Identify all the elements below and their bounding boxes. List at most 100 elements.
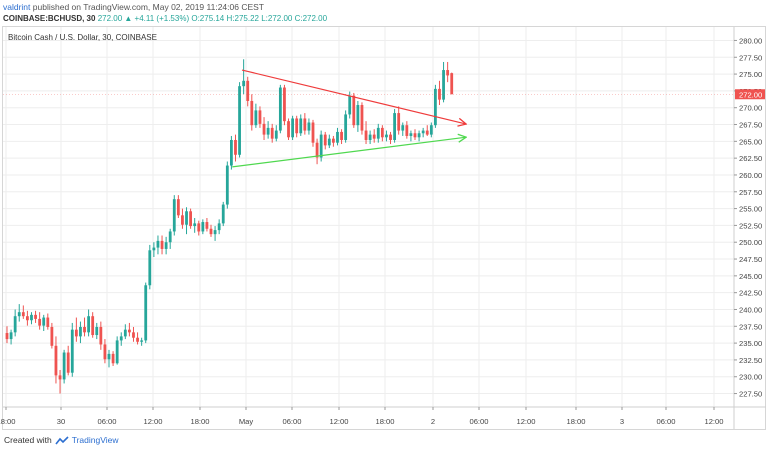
candle-body [385, 134, 388, 138]
time-tick-label: 06:00 [656, 417, 675, 426]
candle [91, 312, 95, 338]
symbol-interval: COINBASE:BCHUSD, 30 [3, 14, 96, 23]
candle-body [209, 228, 213, 235]
price-tick-label: 232.50 [739, 356, 762, 365]
time-tick-label: 30 [57, 417, 65, 426]
candle [185, 207, 188, 235]
candle [225, 161, 229, 209]
candle-body [217, 223, 221, 231]
candle-body [123, 329, 127, 337]
candle [201, 219, 205, 235]
candle-body [83, 326, 86, 333]
price-tick-label: 237.50 [739, 322, 762, 331]
candle-body [132, 332, 135, 338]
candle [380, 125, 384, 142]
candle [450, 72, 454, 95]
candle-body [17, 312, 21, 317]
candle-body [21, 312, 25, 317]
candle-body [9, 332, 13, 340]
candle [160, 235, 164, 255]
candle-body [156, 240, 160, 248]
time-tick-label: 12:00 [516, 417, 535, 426]
candle-body [176, 199, 180, 216]
candle [336, 127, 339, 146]
price-tick-label: 265.00 [739, 137, 762, 146]
candle-body [99, 326, 103, 345]
candle [409, 130, 413, 142]
candle [26, 310, 29, 326]
price-tick-label: 227.50 [739, 390, 762, 399]
candle [303, 113, 307, 135]
candle-body [95, 326, 99, 336]
tradingview-link[interactable]: TradingView [71, 435, 119, 445]
candle-body [434, 88, 437, 126]
candle-body [225, 165, 229, 205]
candle [128, 322, 131, 337]
time-tick-label: 06:00 [469, 417, 488, 426]
footer: Created with TradingView [4, 433, 119, 447]
candle-body [201, 222, 205, 232]
candle [87, 309, 90, 337]
candle [140, 337, 144, 346]
candle-body [148, 250, 152, 286]
candle [356, 100, 360, 132]
candle [278, 84, 282, 134]
candle-body [401, 125, 405, 131]
candle-body [230, 139, 233, 166]
candle [274, 125, 278, 142]
price-tick-label: 267.50 [739, 121, 762, 130]
candle-body [91, 316, 95, 336]
price-tick-label: 277.50 [739, 53, 762, 62]
candle-body [144, 285, 148, 341]
candle-body [287, 121, 290, 138]
candle-body [303, 118, 307, 131]
candle-body [115, 340, 119, 364]
publication-header: valdrint published on TradingView.com, M… [0, 0, 768, 14]
candle-body [429, 125, 433, 135]
candle-body [250, 100, 254, 126]
chart-legend-title: Bitcoin Cash / U.S. Dollar, 30, COINBASE [8, 33, 157, 42]
candle-body [291, 118, 294, 138]
candle-body [136, 337, 139, 342]
candle [115, 336, 119, 365]
candle [389, 131, 392, 145]
candle [250, 94, 254, 131]
candle-body [140, 340, 144, 342]
time-tick-label: 18:00 [190, 417, 209, 426]
candle [417, 130, 421, 142]
candle [270, 123, 274, 143]
candle [181, 208, 184, 229]
last-price-label: 272.00 [739, 90, 762, 99]
time-tick-label: 06:00 [282, 417, 301, 426]
candle-body [119, 336, 123, 341]
candle [103, 339, 107, 364]
candle-body [50, 326, 54, 346]
candle [421, 127, 425, 138]
author-link[interactable]: valdrint [3, 2, 31, 12]
price-tick-label: 247.50 [739, 255, 762, 264]
candle [148, 244, 152, 290]
candle-body [360, 105, 364, 131]
candle-body [425, 130, 429, 135]
candle [34, 310, 37, 323]
candle-body [340, 131, 343, 140]
candle-body [193, 223, 197, 227]
candle-body [299, 118, 303, 134]
candle [123, 324, 127, 340]
candle-body [205, 222, 209, 229]
candle [172, 195, 176, 236]
candle [238, 82, 241, 158]
close-value: C:272.00 [294, 14, 328, 23]
candle [311, 119, 315, 147]
candle [413, 129, 417, 140]
candle-body [364, 130, 368, 140]
candle [340, 129, 343, 145]
candle [164, 236, 168, 255]
candle-body [107, 353, 111, 360]
candles [5, 59, 454, 394]
price-tick-label: 230.00 [739, 373, 762, 382]
candle [30, 312, 33, 325]
candle [254, 103, 258, 128]
candle [385, 130, 388, 142]
